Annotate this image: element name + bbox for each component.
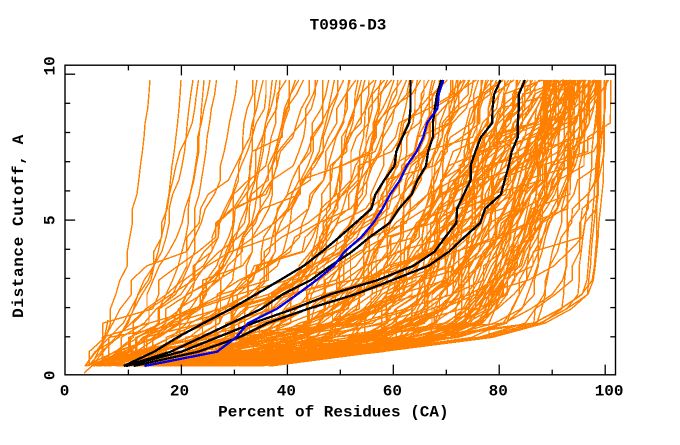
svg-text:0: 0 [42,370,60,380]
svg-text:Percent of Residues (CA): Percent of Residues (CA) [218,404,448,422]
svg-text:Distance Cutoff, A: Distance Cutoff, A [10,134,28,318]
svg-text:80: 80 [489,382,508,400]
svg-text:100: 100 [595,382,624,400]
svg-text:10: 10 [42,56,60,75]
svg-text:40: 40 [277,382,296,400]
svg-text:20: 20 [170,382,189,400]
svg-text:0: 0 [60,382,70,400]
svg-text:T0996-D3: T0996-D3 [310,16,387,34]
svg-text:60: 60 [383,382,402,400]
svg-text:5: 5 [42,215,60,225]
